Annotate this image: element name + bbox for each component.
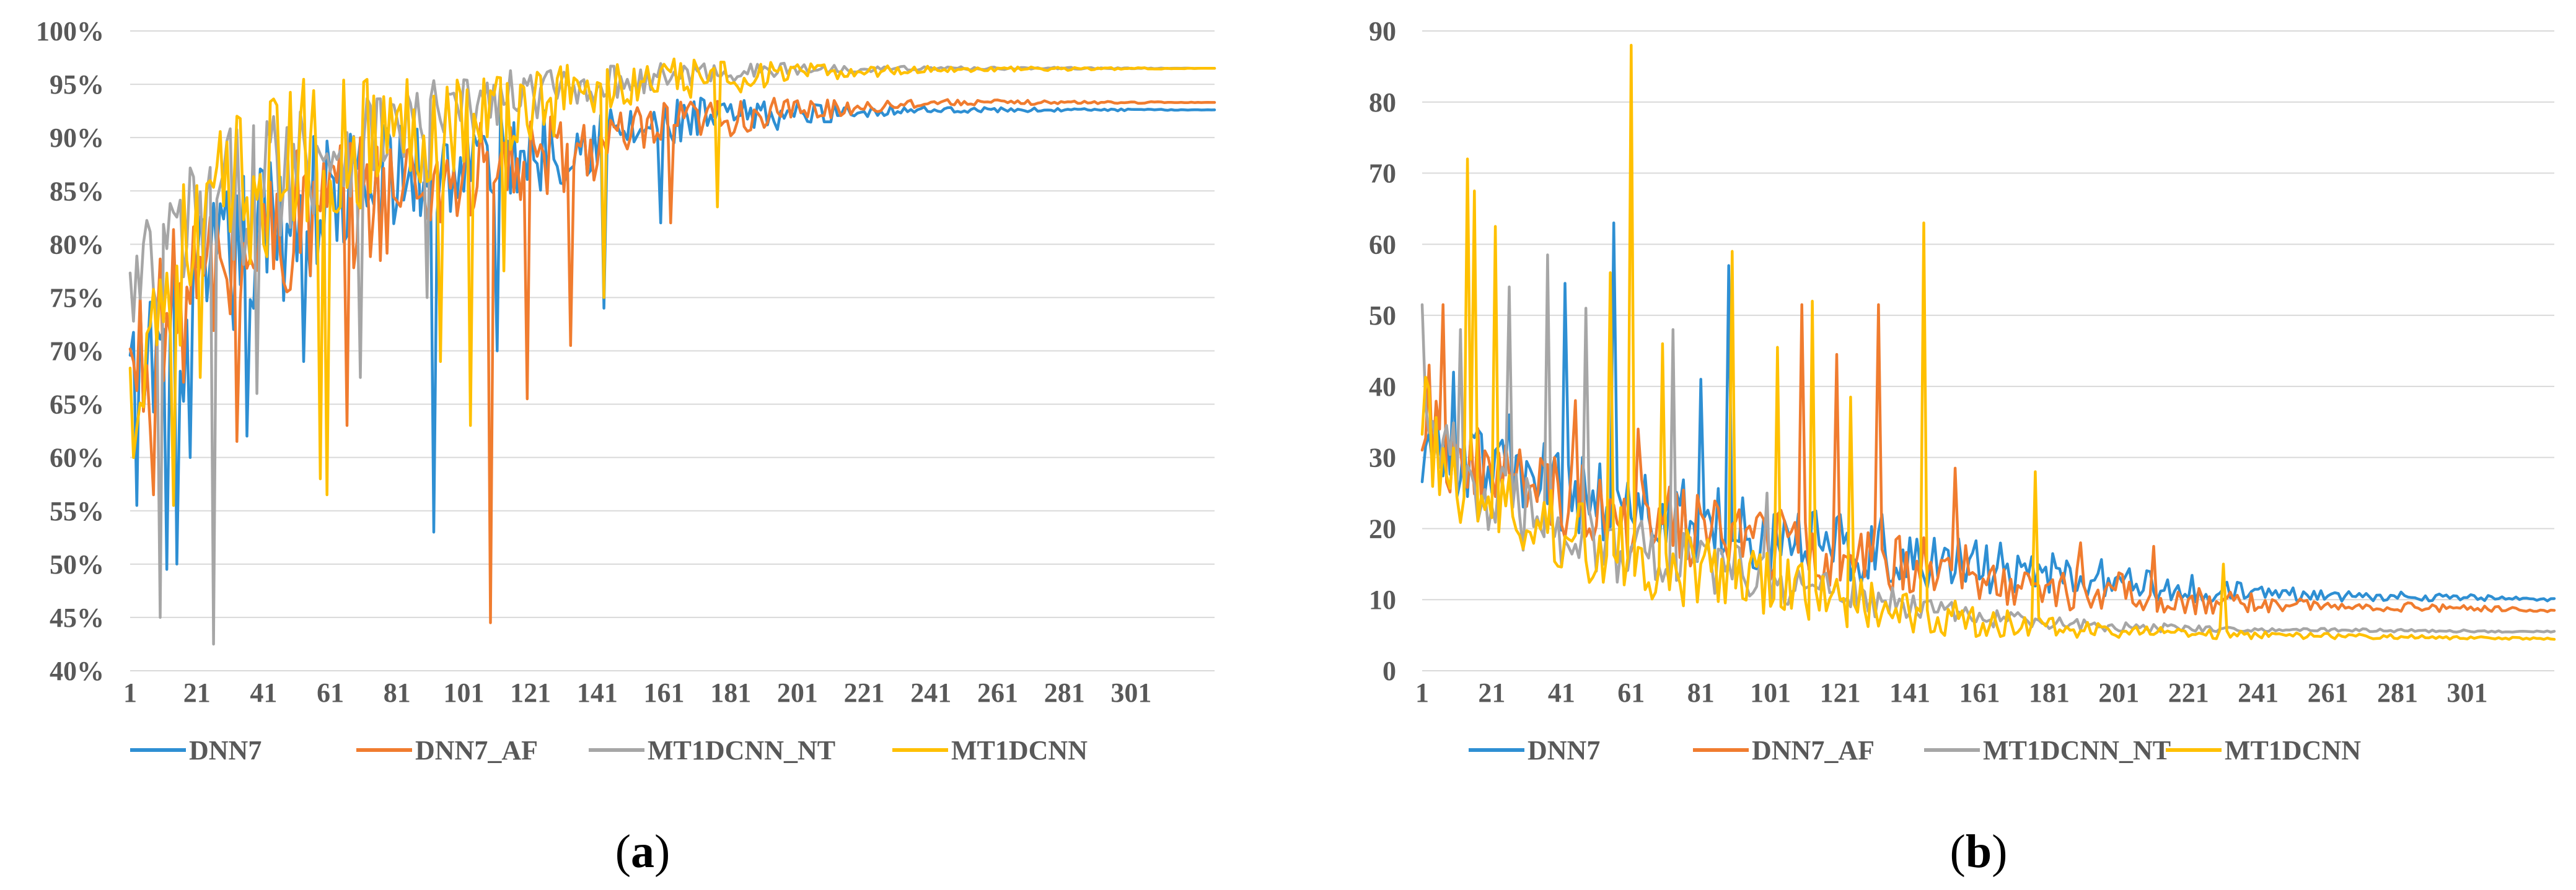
panel-b-legend: DNN7 DNN7_AF MT1DCNN_NT MT1DCNN	[1469, 735, 2361, 766]
legend-label: MT1DCNN_NT	[648, 735, 835, 766]
x-tick-label: 181	[2029, 678, 2070, 708]
x-tick-label: 101	[443, 678, 484, 708]
x-tick-label: 221	[844, 678, 885, 708]
x-tick-label: 21	[183, 678, 211, 708]
y-tick-label: 40%	[50, 656, 104, 686]
x-tick-label: 161	[644, 678, 685, 708]
x-tick-label: 201	[777, 678, 818, 708]
x-tick-label: 61	[317, 678, 344, 708]
panel-a-legend: DNN7 DNN7_AF MT1DCNN_NT MT1DCNN	[130, 735, 1088, 766]
panel-b-caption: (b)	[1950, 826, 2008, 878]
x-tick-label: 281	[1044, 678, 1085, 708]
series-line-dnn7-af	[128, 97, 1216, 624]
panel-b-series	[1420, 43, 2556, 641]
y-tick-label: 85%	[50, 176, 104, 206]
y-tick-label: 75%	[50, 282, 104, 313]
panel-b-caption-letter: b	[1966, 826, 1992, 878]
x-tick-label: 201	[2098, 678, 2139, 708]
y-tick-label: 10	[1369, 585, 1396, 615]
x-tick-label: 141	[577, 678, 618, 708]
series-line-dnn7-af	[1420, 303, 2556, 616]
x-tick-label: 141	[1889, 678, 1930, 708]
legend-label: DNN7	[189, 735, 262, 766]
x-tick-label: 181	[710, 678, 751, 708]
panel-b-gridlines	[1422, 30, 2554, 601]
x-tick-label: 61	[1617, 678, 1645, 708]
legend-label: DNN7	[1528, 735, 1600, 766]
y-tick-label: 95%	[50, 69, 104, 100]
panel-a-y-tick-labels: 40% 45% 50% 55% 60% 65% 70% 75% 80% 85% 90% 95% 100%	[36, 16, 104, 686]
x-tick-label: 121	[510, 678, 551, 708]
legend-label: MT1DCNN	[2225, 735, 2361, 766]
panel-a-gridlines	[130, 30, 1215, 618]
y-tick-label: 0	[1383, 656, 1396, 686]
y-tick-label: 45%	[50, 603, 104, 633]
panel-a-x-tick-labels: 1 21 41 61 81 101 121 141 161 181 201 221 241 261 281 3…	[123, 678, 1151, 708]
panel-b-x-tick-labels: 1 21 41 61 81 101 121 141 161 181 201 221 241 261 281 3…	[1415, 678, 2487, 708]
y-tick-label: 50	[1369, 300, 1396, 331]
series-line-mt1dcnn	[1420, 43, 2556, 641]
y-tick-label: 60	[1369, 229, 1396, 260]
y-tick-label: 20	[1369, 513, 1396, 544]
x-tick-label: 81	[384, 678, 411, 708]
x-tick-label: 301	[1110, 678, 1151, 708]
panel-a-series	[128, 57, 1216, 646]
x-tick-label: 301	[2446, 678, 2487, 708]
legend-label: MT1DCNN	[951, 735, 1088, 766]
x-tick-label: 261	[2308, 678, 2349, 708]
y-tick-label: 55%	[50, 496, 104, 526]
x-tick-label: 1	[123, 678, 137, 708]
x-tick-label: 281	[2377, 678, 2418, 708]
y-tick-label: 65%	[50, 390, 104, 420]
y-tick-label: 60%	[50, 443, 104, 473]
panel-b-y-tick-labels: 0 10 20 30 40 50 60 70 80 90	[1369, 16, 1396, 686]
x-tick-label: 41	[250, 678, 277, 708]
y-tick-label: 100%	[36, 16, 104, 46]
series-line-mt1dcnn	[128, 57, 1216, 507]
x-tick-label: 241	[2238, 678, 2279, 708]
x-tick-label: 1	[1415, 678, 1429, 708]
legend-label: MT1DCNN_NT	[1983, 735, 2171, 766]
x-tick-label: 241	[910, 678, 951, 708]
x-tick-label: 161	[1959, 678, 2000, 708]
y-tick-label: 90%	[50, 123, 104, 153]
y-tick-label: 70%	[50, 336, 104, 367]
legend-label: DNN7_AF	[1752, 735, 1875, 766]
x-tick-label: 261	[977, 678, 1018, 708]
series-line-mt1dcnn-nt	[1420, 253, 2556, 634]
y-tick-label: 30	[1369, 443, 1396, 473]
x-tick-label: 81	[1687, 678, 1715, 708]
x-tick-label: 21	[1478, 678, 1505, 708]
x-tick-label: 221	[2168, 678, 2209, 708]
y-tick-label: 70	[1369, 159, 1396, 189]
x-tick-label: 121	[1820, 678, 1861, 708]
y-tick-label: 80	[1369, 87, 1396, 118]
panel-a-accuracy-chart: 40% 45% 50% 55% 60% 65% 70% 75% 80% 85% 90% 95% 100%…	[36, 16, 1216, 878]
y-tick-label: 80%	[50, 229, 104, 260]
panel-a-caption-letter: a	[631, 826, 654, 878]
x-tick-label: 41	[1548, 678, 1575, 708]
panel-a-caption: (a)	[615, 826, 670, 878]
y-tick-label: 40	[1369, 372, 1396, 402]
legend-label: DNN7_AF	[415, 735, 538, 766]
y-tick-label: 90	[1369, 16, 1396, 46]
series-line-dnn7	[1420, 221, 2556, 604]
x-tick-label: 101	[1750, 678, 1791, 708]
y-tick-label: 50%	[50, 549, 104, 580]
